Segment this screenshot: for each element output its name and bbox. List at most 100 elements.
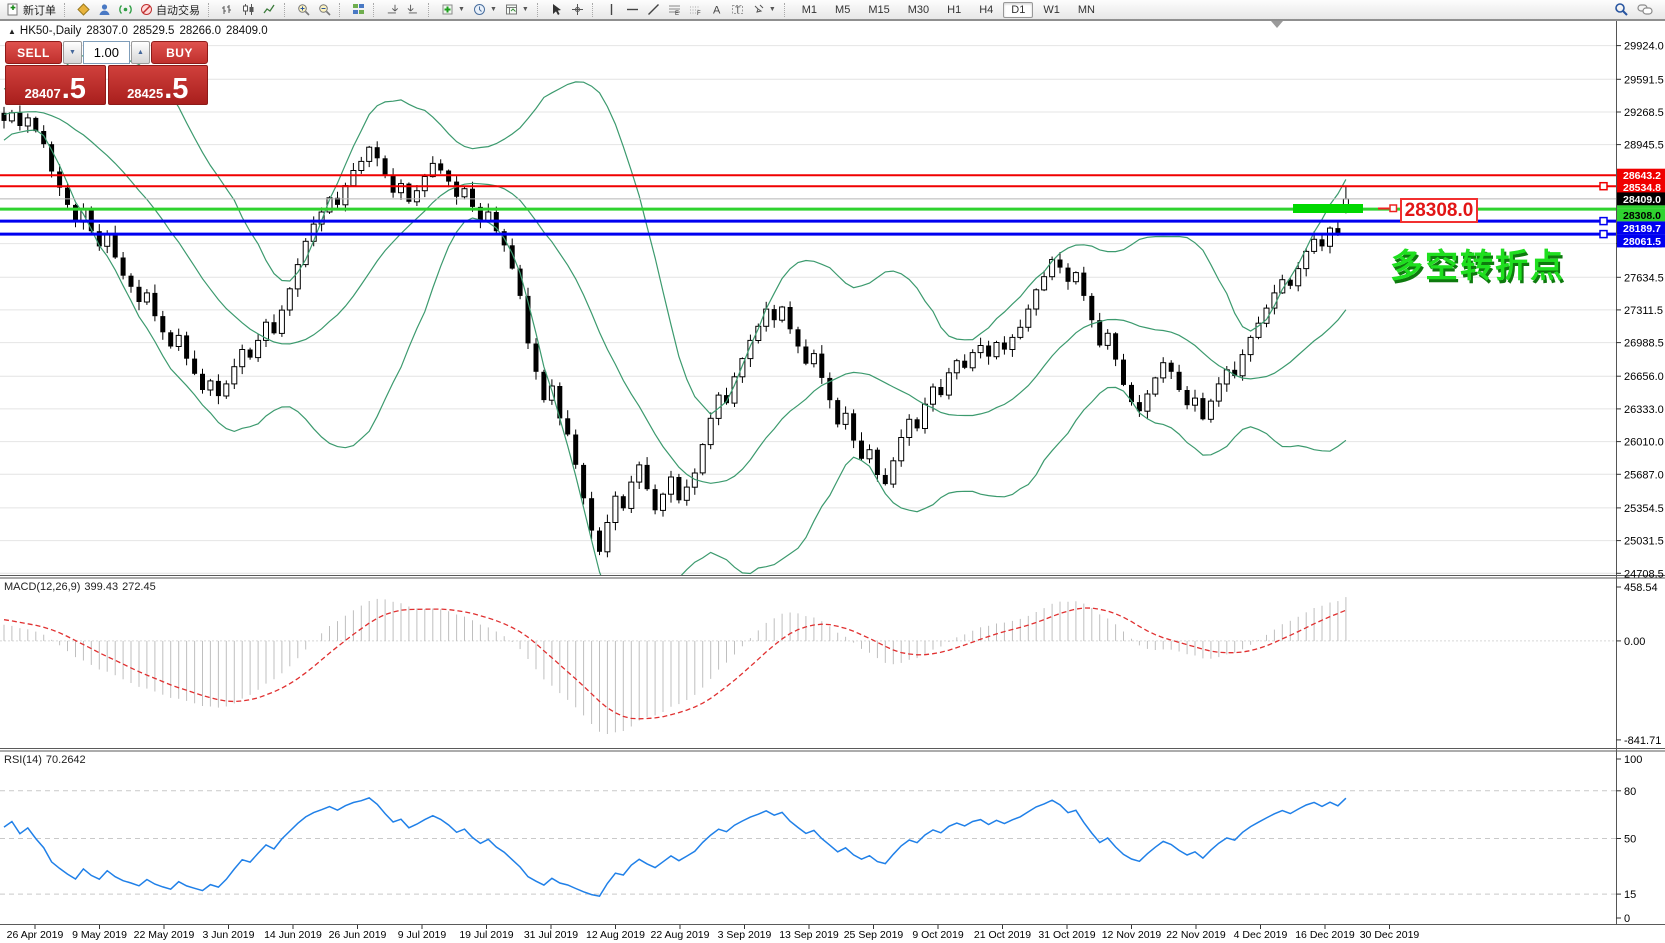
- timeframe-h1[interactable]: H1: [947, 3, 962, 16]
- crosshair-tool-button[interactable]: [567, 1, 588, 19]
- clock-icon: [473, 3, 486, 16]
- svg-text:25 Sep 2019: 25 Sep 2019: [844, 929, 904, 941]
- macd-label: MACD(12,26,9) 399.43 272.45: [4, 581, 160, 593]
- svg-text:16 Dec 2019: 16 Dec 2019: [1295, 929, 1355, 941]
- timeframe-bar: M1 M5 M15 M30 H1 H4 D1 W1 MN: [793, 1, 1104, 18]
- line-chart-button[interactable]: [259, 1, 280, 19]
- volume-increase-button[interactable]: ▲: [131, 41, 150, 64]
- macd-pane[interactable]: [0, 597, 1616, 734]
- templates-button[interactable]: ▼: [501, 1, 533, 19]
- sell-price-frac: .5: [61, 73, 86, 105]
- timeframe-d1[interactable]: D1: [1003, 1, 1034, 18]
- autotrading-button[interactable]: 自动交易: [136, 1, 204, 19]
- svg-text:50: 50: [1624, 834, 1636, 846]
- search-button[interactable]: [1610, 1, 1633, 19]
- one-click-trading-panel: SELL ▼ 1.00 ▲ BUY 28407 .5 28425 .5: [5, 41, 208, 105]
- svg-text:28189.7: 28189.7: [1623, 223, 1661, 235]
- grid-tool[interactable]: F: [685, 1, 706, 19]
- text-label-tool[interactable]: T: [727, 1, 748, 19]
- indicators-button[interactable]: ▼: [437, 1, 469, 19]
- timeframe-mn[interactable]: MN: [1077, 3, 1095, 16]
- chart-shift-button[interactable]: [403, 1, 424, 19]
- annotation-text[interactable]: 多空转折点: [1390, 247, 1565, 284]
- chart-shift-marker-icon[interactable]: [1271, 21, 1283, 28]
- svg-text:28308.0: 28308.0: [1623, 210, 1661, 222]
- bar-chart-icon: [221, 3, 234, 16]
- svg-text:31 Oct 2019: 31 Oct 2019: [1038, 929, 1095, 941]
- separator: [284, 2, 289, 17]
- chat-button[interactable]: [1633, 1, 1657, 19]
- arrows-icon: [752, 3, 765, 16]
- timeframe-m1[interactable]: M1: [801, 3, 818, 16]
- svg-text:0: 0: [1624, 913, 1630, 925]
- auto-scroll-button[interactable]: [382, 1, 403, 19]
- price-axis[interactable]: 29924.029591.529268.528945.527967.027634…: [1616, 41, 1665, 581]
- expert-advisors-icon: [77, 3, 90, 16]
- cursor-tool-button[interactable]: [546, 1, 567, 19]
- svg-text:F: F: [697, 11, 701, 16]
- expert-advisors-button[interactable]: [73, 1, 94, 19]
- candlestick-chart-button[interactable]: [238, 1, 259, 19]
- axis-price-tag: [1617, 192, 1665, 206]
- dropdown-caret: ▼: [489, 6, 497, 13]
- sell-button[interactable]: SELL: [5, 41, 62, 64]
- buy-button[interactable]: BUY: [151, 41, 208, 64]
- text-icon: A: [710, 3, 723, 17]
- main-price-pane[interactable]: [0, 21, 1616, 618]
- timeframe-m5[interactable]: M5: [835, 3, 851, 16]
- macd-value-signal: 272.45: [122, 581, 156, 593]
- rsi-pane[interactable]: [0, 790, 1616, 898]
- line-chart-icon: [263, 3, 276, 16]
- timeframe-m30[interactable]: M30: [907, 3, 930, 16]
- tile-windows-button[interactable]: [348, 1, 369, 19]
- timeframe-w1[interactable]: W1: [1043, 3, 1060, 16]
- vertical-line-icon: [605, 3, 618, 16]
- zoom-out-icon: [318, 3, 331, 16]
- macd-histogram: [3, 597, 1347, 734]
- signals-button[interactable]: [115, 1, 136, 19]
- trendline-tool[interactable]: [643, 1, 664, 19]
- fibonacci-tool[interactable]: E: [664, 1, 685, 19]
- separator: [208, 2, 213, 17]
- chat-icon: [1637, 3, 1653, 17]
- ohlc-close: 28409.0: [226, 25, 268, 37]
- collapse-marker-icon[interactable]: ▲: [8, 27, 16, 36]
- volume-input[interactable]: 1.00: [83, 41, 130, 64]
- zoom-out-button[interactable]: [314, 1, 335, 19]
- callout-anchor[interactable]: [1389, 204, 1398, 213]
- horizontal-line-tool[interactable]: [622, 1, 643, 19]
- arrows-tool[interactable]: ▼: [748, 1, 780, 19]
- axis-price-tag: [1617, 180, 1665, 194]
- highlight-rect[interactable]: [1293, 204, 1363, 213]
- rsi-line: [3, 797, 1347, 898]
- volume-decrease-button[interactable]: ▼: [63, 41, 82, 64]
- vertical-line-tool[interactable]: [601, 1, 622, 19]
- svg-text:21 Oct 2019: 21 Oct 2019: [974, 929, 1031, 941]
- indicators-icon: [441, 3, 454, 16]
- rsi-label: RSI(14) 70.2642: [4, 754, 90, 766]
- accounts-button[interactable]: [94, 1, 115, 19]
- new-order-button[interactable]: 新订单: [3, 1, 60, 19]
- svg-text:A: A: [713, 5, 721, 17]
- svg-text:3 Jun 2019: 3 Jun 2019: [203, 929, 255, 941]
- svg-text:27311.5: 27311.5: [1624, 305, 1663, 317]
- periods-button[interactable]: ▼: [469, 1, 501, 19]
- date-axis[interactable]: 26 Apr 2019 9 May 2019 22 May 2019 3 Jun 20…: [7, 925, 1420, 941]
- separator: [64, 2, 69, 17]
- buy-price-button[interactable]: 28425 .5: [107, 65, 208, 105]
- sell-price-button[interactable]: 28407 .5: [5, 65, 106, 105]
- timeframe-h4[interactable]: H4: [979, 3, 994, 16]
- macd-signal-line: [3, 607, 1347, 720]
- zoom-in-button[interactable]: [293, 1, 314, 19]
- timeframe-m15[interactable]: M15: [868, 3, 890, 16]
- svg-text:28643.2: 28643.2: [1623, 170, 1661, 182]
- macd-axis[interactable]: 458.54 0.00 -841.71: [1616, 582, 1661, 747]
- crosshair-icon: [571, 3, 584, 16]
- price-callout-label[interactable]: 28308.0: [1400, 198, 1478, 223]
- text-tool[interactable]: A: [706, 1, 727, 19]
- ohlc-low: 28266.0: [179, 25, 222, 37]
- bar-chart-button[interactable]: [217, 1, 238, 19]
- rsi-axis[interactable]: 100 80 50 15 0: [1616, 754, 1642, 925]
